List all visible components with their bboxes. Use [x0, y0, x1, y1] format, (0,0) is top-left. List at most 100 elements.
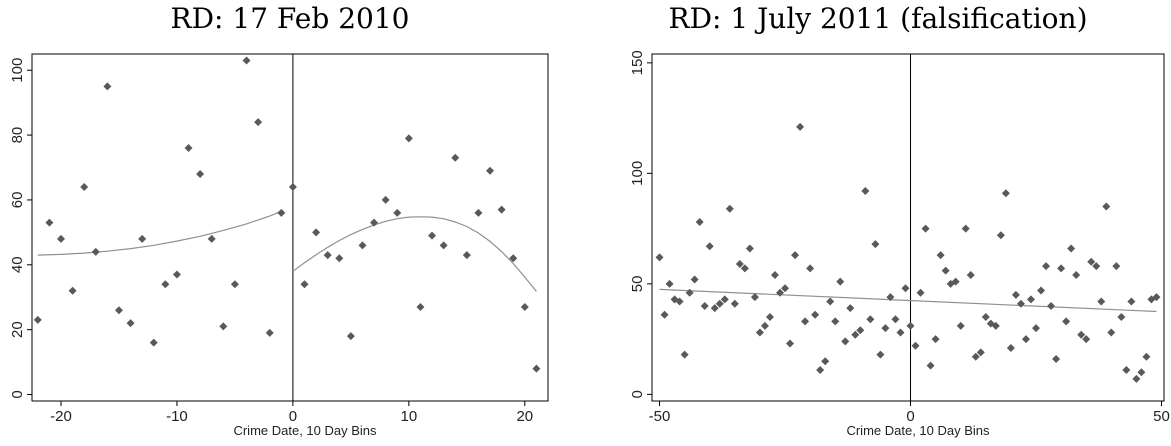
data-point: [961, 224, 970, 233]
data-point: [1112, 262, 1121, 271]
data-point: [451, 153, 460, 162]
y-tick-label: 60: [9, 192, 26, 209]
y-tick-label: 0: [629, 390, 646, 398]
data-point: [1132, 374, 1141, 383]
data-point: [335, 254, 344, 263]
data-point: [831, 317, 840, 326]
data-point: [921, 224, 930, 233]
data-point: [1047, 301, 1056, 310]
data-point: [1026, 295, 1035, 304]
data-point: [346, 332, 355, 341]
data-point: [312, 228, 321, 237]
data-point: [981, 313, 990, 322]
data-point: [91, 247, 100, 256]
data-point: [690, 275, 699, 284]
data-point: [1021, 335, 1030, 344]
data-point: [149, 338, 158, 347]
data-point: [1152, 293, 1161, 302]
data-point: [856, 326, 865, 335]
data-point: [45, 218, 54, 227]
data-point: [428, 231, 437, 240]
data-point: [1142, 352, 1151, 361]
data-point: [56, 234, 65, 243]
data-point: [750, 293, 759, 302]
data-point: [680, 350, 689, 359]
data-point: [103, 82, 112, 91]
data-point: [876, 350, 885, 359]
data-point: [207, 234, 216, 243]
data-point: [866, 315, 875, 324]
data-point: [700, 301, 709, 310]
y-tick-label: 40: [9, 256, 26, 273]
data-point: [114, 306, 123, 315]
data-point: [1057, 264, 1066, 273]
data-point: [1067, 244, 1076, 253]
data-point: [841, 337, 850, 346]
y-tick-label: 100: [9, 58, 26, 83]
data-point: [381, 195, 390, 204]
data-point: [730, 299, 739, 308]
y-tick-label: 150: [629, 50, 646, 75]
y-tick-label: 100: [629, 161, 646, 186]
data-point: [462, 251, 471, 260]
data-point: [821, 357, 830, 366]
data-point: [80, 182, 89, 191]
data-point: [520, 302, 529, 311]
chart-title-left: RD: 17 Feb 2010: [170, 2, 410, 35]
data-point: [806, 264, 815, 273]
data-point: [300, 280, 309, 289]
y-tick-label: 50: [629, 276, 646, 293]
data-point: [1006, 343, 1015, 352]
data-point: [951, 277, 960, 286]
data-point: [1032, 324, 1040, 333]
data-point: [851, 330, 860, 339]
scatter-chart-left: 0 20 40 60 80 100 -20 -10 0 10 20 Crime Date, 10 Da…: [9, 53, 549, 438]
data-point: [926, 361, 935, 370]
data-point: [846, 304, 855, 313]
data-point: [675, 297, 684, 306]
data-point: [916, 288, 925, 297]
data-point: [1092, 262, 1101, 271]
data-point: [871, 240, 880, 249]
plot-frame: [651, 53, 1165, 402]
x-tick-label: 20: [516, 408, 533, 425]
data-point: [776, 288, 784, 297]
data-point: [1117, 313, 1126, 322]
data-point: [966, 271, 975, 280]
data-point: [1016, 299, 1025, 308]
x-tick-label: 0: [906, 408, 914, 425]
data-point: [695, 217, 704, 226]
y-tick-label: 20: [9, 321, 26, 338]
data-point: [836, 277, 845, 286]
data-point: [886, 293, 895, 302]
data-point: [811, 310, 820, 319]
data-point: [196, 169, 205, 178]
data-point: [358, 241, 367, 250]
data-point: [770, 271, 779, 280]
fit-line: [659, 288, 1157, 313]
data-point: [1107, 328, 1116, 337]
data-point: [755, 328, 764, 337]
data-point: [745, 244, 754, 253]
data-point: [393, 208, 402, 217]
data-point: [230, 280, 239, 289]
data-point: [725, 204, 734, 213]
x-tick-label: -20: [50, 408, 72, 425]
x-axis-label: Crime Date, 10 Day Bins: [846, 423, 990, 438]
data-point: [1001, 189, 1010, 198]
data-point: [861, 187, 870, 196]
chart-title-right: RD: 1 July 2011 (falsification): [668, 2, 1088, 35]
data-point: [138, 234, 147, 243]
data-point: [931, 335, 940, 344]
data-point: [796, 122, 805, 131]
data-point: [881, 324, 890, 333]
data-point: [1077, 330, 1086, 339]
data-point: [665, 279, 674, 288]
plot-frame: [31, 53, 549, 402]
data-point: [126, 319, 135, 328]
data-point: [781, 284, 790, 293]
data-point: [1072, 271, 1081, 280]
x-axis-label: Crime Date, 10 Day Bins: [233, 423, 377, 438]
data-point: [172, 270, 181, 279]
x-tick-label: 0: [289, 408, 297, 425]
